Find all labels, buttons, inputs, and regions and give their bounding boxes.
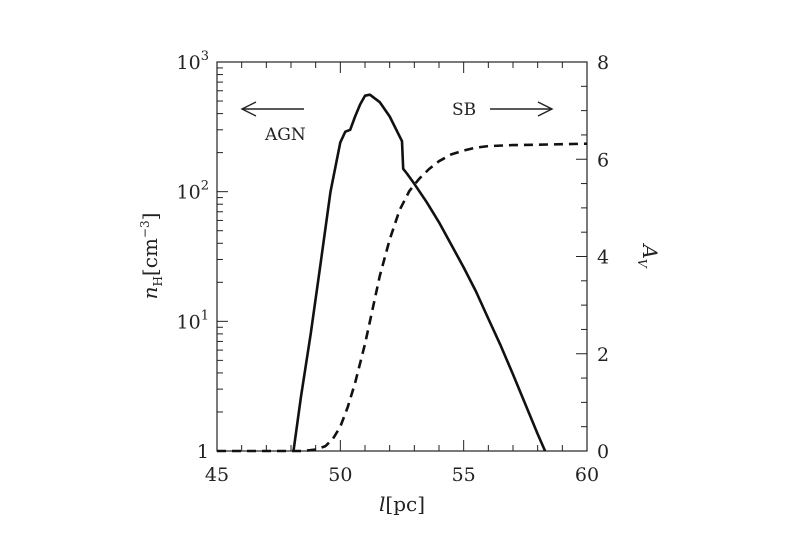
y-right-axis-title: AV xyxy=(635,242,662,268)
agn-annotation: AGN xyxy=(240,101,306,145)
y-left-axis-title-unit: [cm xyxy=(138,238,162,276)
y-left-axis-title-exp: −3 xyxy=(138,220,152,238)
sb-arrow-head xyxy=(537,101,554,117)
density-solid-series-line xyxy=(292,93,547,452)
y-left-tick-base: 10 xyxy=(177,52,201,74)
sb-label: SB xyxy=(452,100,476,120)
y-right-axis-title-sub: V xyxy=(635,259,649,269)
agn-arrow-head xyxy=(240,101,257,117)
y-left-tick-exp: 3 xyxy=(201,49,209,64)
axis-ticks xyxy=(216,61,588,452)
x-axis-title-main: l xyxy=(379,492,385,516)
y-left-tick-exp: 1 xyxy=(201,308,209,323)
x-tick-label: 50 xyxy=(328,464,352,486)
x-tick-label: 55 xyxy=(452,464,476,486)
y-left-tick-label: 103 xyxy=(177,49,209,74)
y-right-tick-label: 4 xyxy=(597,247,609,269)
x-tick-label: 45 xyxy=(205,464,229,486)
av-dashed-series-line xyxy=(217,142,588,453)
y-left-tick-base: 1 xyxy=(197,441,209,463)
plot-frame xyxy=(216,61,588,452)
series-layer xyxy=(217,93,588,453)
y-left-axis-title-main: n xyxy=(138,287,162,300)
agn-label: AGN xyxy=(264,125,306,145)
y-right-tick-label: 6 xyxy=(597,149,609,171)
sb-annotation: SB xyxy=(452,100,554,120)
y-right-tick-label: 2 xyxy=(597,344,609,366)
y-left-tick-base: 10 xyxy=(177,311,201,333)
y-left-tick-label: 102 xyxy=(177,179,209,204)
y-left-axis-title: nH[cm−3] xyxy=(138,213,165,300)
y-left-tick-label: 1 xyxy=(197,441,209,463)
x-axis-title: l[pc] xyxy=(379,492,425,516)
y-left-tick-label: 101 xyxy=(177,308,209,333)
x-axis-title-unit: [pc] xyxy=(385,492,425,516)
y-left-axis-title-close: ] xyxy=(138,213,162,221)
x-tick-label: 60 xyxy=(575,464,599,486)
y-right-tick-label: 0 xyxy=(597,441,609,463)
y-left-tick-exp: 2 xyxy=(201,179,209,194)
y-right-axis-title-main: A xyxy=(638,242,662,258)
y-left-tick-base: 10 xyxy=(177,182,201,204)
y-left-axis-title-sub: H xyxy=(151,276,165,286)
y-right-tick-label: 8 xyxy=(597,52,609,74)
